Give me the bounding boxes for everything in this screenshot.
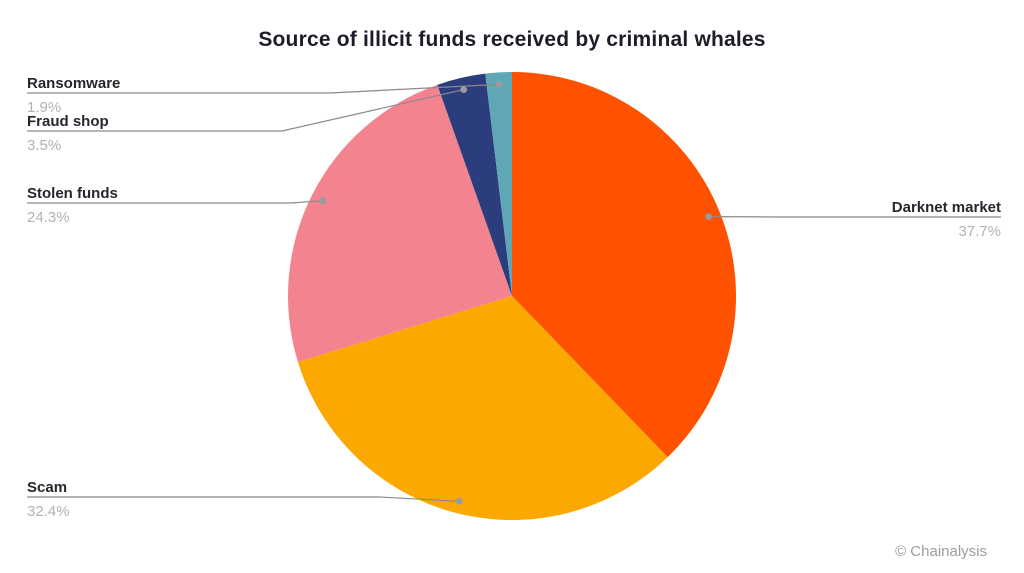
slice-label-percent: 1.9%: [27, 99, 62, 116]
slice-label-name: Ransomware: [27, 75, 121, 92]
leader-dot-fraud-shop: [460, 86, 468, 93]
slice-label-stolen-funds: Stolen funds 24.3%: [27, 184, 118, 227]
slice-label-darknet-market: Darknet market 37.7%: [892, 198, 1001, 241]
leader-dot-scam: [455, 497, 463, 505]
slice-label-percent: 3.5%: [27, 137, 62, 154]
slice-label-name: Fraud shop: [27, 113, 109, 130]
leader-dot-ransomware: [495, 81, 503, 88]
leader-dot-darknet-market: [705, 213, 712, 221]
pie-slice-darknet-market: [512, 72, 737, 458]
slice-label-name: Scam: [27, 479, 68, 496]
pie-slice-stolen-funds: [287, 84, 512, 362]
slice-label-scam: Scam 32.4%: [27, 478, 70, 521]
slice-label-fraud-shop: Fraud shop 3.5%: [27, 112, 109, 155]
slice-label-name: Darknet market: [891, 199, 1001, 216]
pie-slice-fraud-shop: [437, 73, 512, 296]
leader-line-fraud-shop: [27, 89, 464, 132]
slice-label-ransomware: Ransomware 1.9%: [27, 74, 120, 117]
slice-label-percent: 24.3%: [27, 209, 70, 226]
slice-label-name: Stolen funds: [27, 185, 118, 202]
leader-line-scam: [27, 496, 460, 502]
chainalysis-watermark: © Chainalysis: [895, 543, 987, 560]
leader-dot-stolen-funds: [319, 197, 326, 205]
slice-label-percent: 37.7%: [958, 223, 1001, 240]
pie-slice-ransomware: [485, 72, 512, 296]
leader-line-ransomware: [27, 83, 500, 94]
chart-title: Source of illicit funds received by crim…: [258, 28, 766, 51]
leader-line-stolen-funds: [27, 200, 323, 204]
slice-label-percent: 32.4%: [27, 503, 70, 520]
pie-slice-scam: [297, 296, 668, 521]
